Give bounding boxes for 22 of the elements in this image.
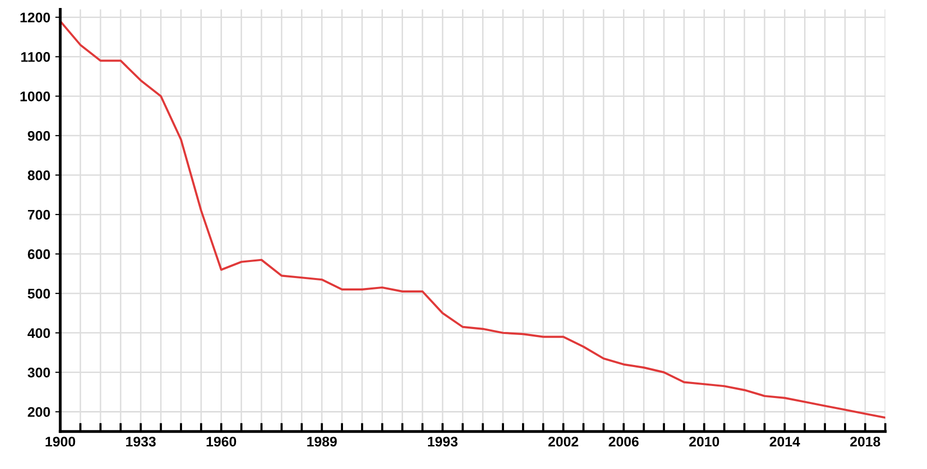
x-tick-label: 1900	[46, 436, 76, 447]
x-tick-label: 1993	[428, 436, 458, 447]
x-tick-label: 2002	[548, 436, 578, 447]
line-series	[60, 20, 886, 419]
y-tick-label: 1100	[21, 52, 50, 62]
x-tick-label: 2010	[689, 436, 720, 447]
y-tick-label: 200	[28, 407, 50, 417]
x-tick-label: 2014	[770, 436, 800, 447]
x-tick-label: 2006	[608, 436, 639, 447]
y-tick-label: 1200	[20, 12, 50, 22]
y-tick-label: 400	[28, 328, 50, 338]
y-tick-label: 500	[28, 288, 50, 299]
x-tick-label: 1960	[206, 436, 236, 447]
x-tick-label: 2018	[850, 436, 880, 447]
y-tick-label: 1000	[20, 92, 50, 102]
y-tick-label: 900	[28, 130, 50, 141]
y-tick-label: 800	[28, 170, 50, 180]
x-tick-label: 1989	[307, 436, 337, 447]
y-tick-label: 300	[28, 368, 50, 378]
y-tick-label: 600	[28, 249, 50, 260]
x-tick-label: 1933	[126, 436, 156, 447]
y-tick-label: 700	[28, 210, 50, 220]
